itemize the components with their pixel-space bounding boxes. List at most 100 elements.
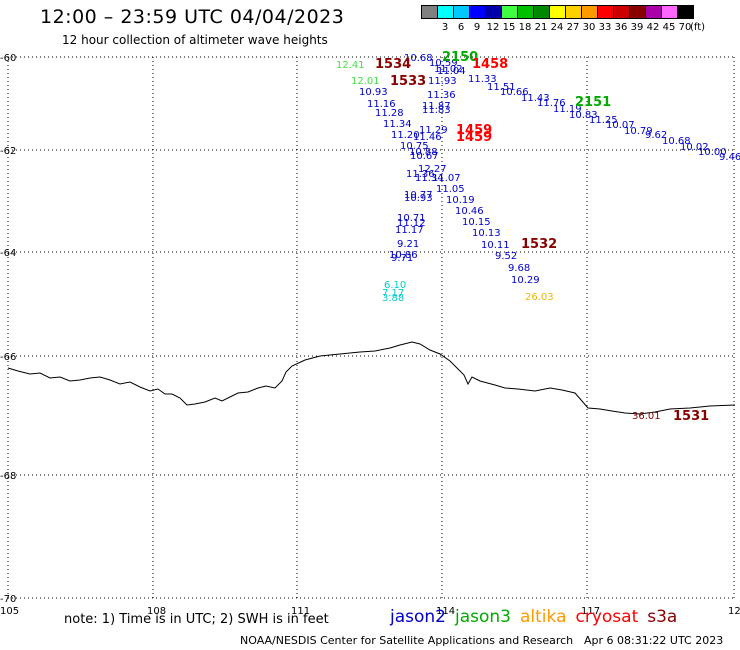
wave-height-label: 11.46 (413, 132, 442, 143)
wave-height-label: 10.67 (410, 151, 439, 162)
wave-height-label: 12.41 (336, 60, 365, 71)
map-title: 12:00 – 23:59 UTC 04/04/2023 (40, 6, 345, 28)
wave-height-label: 10.79 (624, 126, 653, 137)
wave-height-label: 10.00 (698, 147, 727, 158)
pass-time-label: 1459 (456, 123, 492, 138)
latitude-label: -62 (0, 146, 16, 157)
longitude-label: 108 (147, 606, 166, 617)
wave-height-label: 9.71 (391, 253, 413, 264)
latitude-label: -60 (0, 53, 16, 64)
longitude-label: 105 (0, 606, 19, 617)
satellite-jason3: jason3 (455, 607, 511, 627)
wave-height-label: 10.66 (500, 87, 529, 98)
wave-height-label: 11.16 (367, 99, 396, 110)
longitude-label: 114 (436, 606, 455, 617)
pass-time-label: 1533 (390, 74, 426, 89)
pass-time-label: 1459 (456, 130, 492, 145)
footer-generated-date: Apr 6 08:31:22 UTC 2023 (584, 634, 724, 647)
legend-label: 42 (646, 22, 660, 33)
legend-label: 18 (518, 22, 532, 33)
legend-label: 21 (534, 22, 548, 33)
wave-height-label: 11.34 (383, 119, 412, 130)
wave-height-label: 11.83 (422, 105, 451, 116)
pass-time-label: 1531 (673, 409, 709, 424)
wave-height-label: 10.86 (389, 250, 418, 261)
longitude-label: 117 (581, 606, 600, 617)
wave-height-label: 11.33 (468, 74, 497, 85)
wave-height-label: 12.27 (418, 164, 447, 175)
wave-height-label: 12.01 (351, 76, 380, 87)
wave-height-label: 11.17 (395, 225, 424, 236)
satellite-key: jason2 jason3 altika cryosat s3a (390, 607, 686, 627)
wave-height-label: 10.19 (446, 195, 475, 206)
wave-height-label: 10.15 (462, 217, 491, 228)
legend-label: 24 (550, 22, 564, 33)
wave-height-label: 11.12 (397, 218, 426, 229)
color-legend: 3 6 9 12 15 18 21 24 27 30 33 36 39 42 45 70 (ft) (421, 5, 705, 33)
wave-height-label: 10.59 (429, 58, 458, 69)
wave-height-label: 10.93 (404, 193, 433, 204)
wave-height-label: 11.05 (436, 184, 465, 195)
wave-height-label: 36.01 (632, 411, 661, 422)
wave-height-label: 10.13 (472, 228, 501, 239)
wave-height-label: 11.36 (427, 90, 456, 101)
wave-height-label: 10.29 (511, 275, 540, 286)
legend-label: 15 (502, 22, 516, 33)
legend-label: 70 (678, 22, 692, 33)
wave-height-label: 9.62 (645, 130, 667, 141)
legend-label: 27 (566, 22, 580, 33)
wave-height-label: 11.19 (553, 104, 582, 115)
wave-height-label: 11.76 (537, 98, 566, 109)
legend-color-boxes (421, 5, 694, 19)
units-note: note: 1) Time is in UTC; 2) SWH is in fe… (64, 612, 329, 627)
wave-height-label: 11.51 (487, 82, 516, 93)
wave-height-label: 11.36 (406, 169, 435, 180)
wave-height-label: 7.17 (382, 288, 404, 299)
wave-height-label: 9.46 (719, 152, 740, 163)
pass-time-label: 1532 (521, 237, 557, 252)
wave-height-label: 10.88 (409, 147, 438, 158)
wave-height-label: 10.07 (606, 120, 635, 131)
latitude-label: -68 (0, 471, 16, 482)
wave-height-label: 10.83 (569, 110, 598, 121)
legend-label: 3 (441, 22, 449, 33)
wave-height-label: 11.20 (391, 130, 420, 141)
wave-height-label: 10.75 (400, 141, 429, 152)
map-subtitle: 12 hour collection of altimeter wave hei… (62, 33, 328, 47)
legend-swatch (677, 5, 694, 19)
wave-height-label: 9.21 (397, 239, 419, 250)
wave-height-label: 11.87 (422, 101, 451, 112)
footer-organization: NOAA/NESDIS Center for Satellite Applica… (240, 634, 574, 647)
pass-time-label: 1534 (375, 57, 411, 72)
wave-height-label: 3.88 (382, 293, 404, 304)
wave-height-label: 10.71 (397, 213, 426, 224)
pass-time-label: 2151 (575, 95, 611, 110)
satellite-s3a: s3a (647, 607, 678, 627)
wave-height-label: 11.07 (432, 173, 461, 184)
wave-height-label: 9.68 (508, 263, 530, 274)
wave-height-label: 10.02 (680, 142, 709, 153)
satellite-altika: altika (520, 607, 567, 627)
wave-height-label: 10.11 (481, 240, 510, 251)
legend-label: 36 (614, 22, 628, 33)
legend-label: 39 (630, 22, 644, 33)
wave-height-label: 10.77 (404, 190, 433, 201)
wave-height-label: 10.46 (455, 206, 484, 217)
legend-label: 9 (473, 22, 481, 33)
legend-label: 45 (662, 22, 676, 33)
wave-height-label: 11.04 (437, 66, 466, 77)
wave-height-label: 11.34 (415, 173, 444, 184)
wave-height-label: 26.03 (525, 292, 554, 303)
lat-lon-grid: -60-62-64-66-68-70105108111114117120 (0, 53, 740, 617)
pass-time-label: 2150 (442, 50, 478, 65)
longitude-label: 111 (291, 606, 310, 617)
wave-height-label: 11.93 (428, 76, 457, 87)
satellite-cryosat: cryosat (575, 607, 639, 627)
latitude-label: -70 (0, 594, 16, 605)
wave-height-label: 11.02 (434, 64, 463, 75)
wave-height-label: 10.68 (662, 136, 691, 147)
satellite-jason2: jason2 (390, 607, 446, 627)
wave-height-label: 10.93 (359, 87, 388, 98)
